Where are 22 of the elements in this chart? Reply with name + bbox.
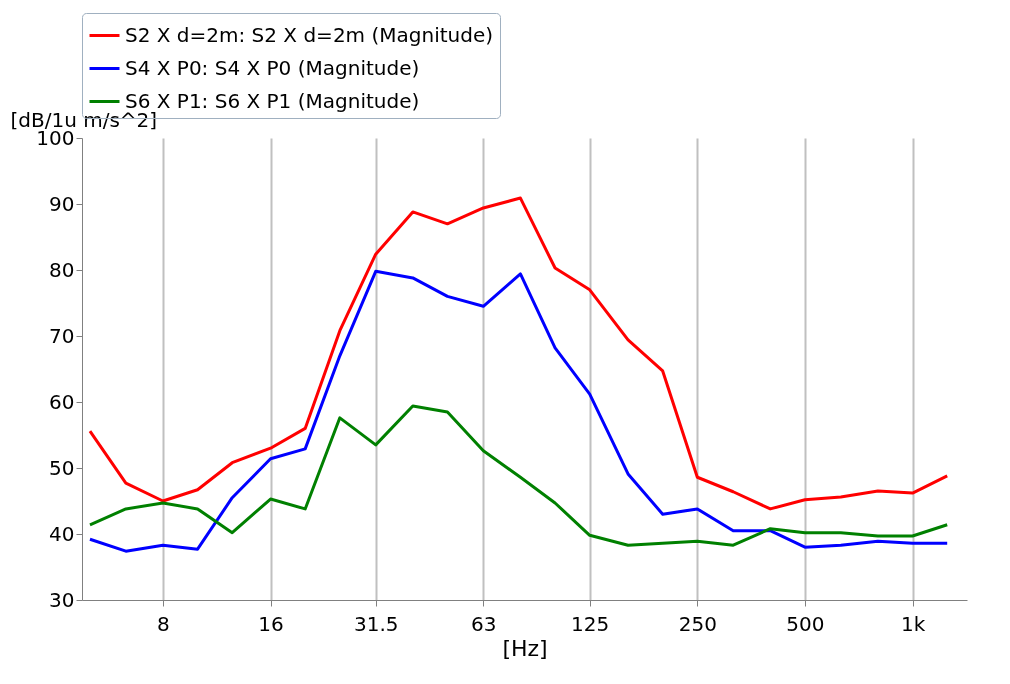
y-tick-label: 30 [49, 587, 75, 612]
x-axis-title: [Hz] [502, 635, 548, 661]
x-tick-label: 31.5 [353, 611, 399, 636]
y-tick-label: 90 [49, 191, 75, 216]
y-tick-label: 40 [49, 521, 75, 546]
line-series [88, 404, 949, 547]
line-series [88, 269, 949, 553]
legend-label: S2 X d=2m: S2 X d=2m (Magnitude) [125, 22, 494, 47]
y-tick-label: 80 [49, 257, 75, 282]
y-tick-label: 70 [49, 323, 75, 348]
x-tick-label: 63 [471, 611, 497, 636]
y-tick-label: 60 [49, 389, 75, 414]
x-tick-label: 500 [786, 611, 825, 636]
y-tick-label: 50 [49, 455, 75, 480]
x-tick-label: 250 [678, 611, 717, 636]
x-tick-label: 125 [571, 611, 610, 636]
legend-label: S4 X P0: S4 X P0 (Magnitude) [125, 55, 420, 80]
legend-label: S6 X P1: S6 X P1 (Magnitude) [125, 88, 420, 113]
x-tick-label: 1k [900, 611, 926, 636]
x-tick-label: 16 [258, 611, 284, 636]
line-series [88, 196, 949, 511]
x-tick-label: 8 [157, 611, 170, 636]
